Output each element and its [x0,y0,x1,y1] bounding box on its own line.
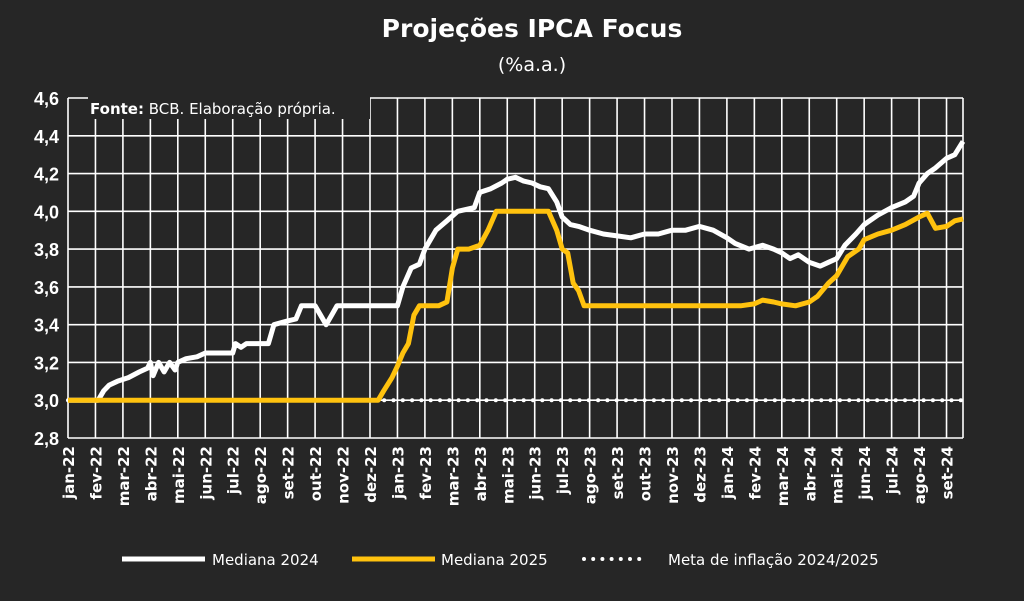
y-tick-label: 3,4 [34,316,59,336]
y-tick-label: 4,2 [34,165,59,185]
source-note: Fonte: BCB. Elaboração própria. [88,97,370,119]
x-tick-label: set-24 [939,446,957,499]
y-tick-label: 3,0 [34,391,59,411]
x-tick-label: abr-22 [142,446,160,501]
x-tick-label: fev-24 [746,446,764,500]
x-tick-label: out-23 [637,446,655,501]
source-note-text: Fonte: BCB. Elaboração própria. [90,100,336,118]
x-tick-label: out-22 [307,446,325,501]
x-tick-label: mai-23 [499,446,517,504]
x-tick-label: jan-24 [719,446,737,500]
y-axis-ticks: 2,8 3,0 3,2 3,4 3,6 3,8 4,0 4,2 4,4 4,6 [34,89,59,449]
y-tick-label: 2,8 [34,429,59,449]
series-layer [66,140,966,403]
x-tick-label: set-22 [280,446,298,499]
x-tick-label: mai-24 [829,446,847,504]
x-tick-label: dez-22 [362,446,380,503]
x-tick-label: jan-22 [60,446,78,500]
x-tick-label: ago-23 [582,446,600,504]
source-text: BCB. Elaboração própria. [144,100,336,118]
x-tick-label: mar-24 [774,446,792,506]
x-tick-label: jul-23 [554,446,572,495]
x-tick-label: ago-24 [911,446,929,504]
legend: Mediana 2024 Mediana 2025 Meta de inflação… [122,551,879,569]
x-tick-label: abr-23 [472,446,490,501]
y-tick-label: 3,8 [34,240,59,260]
chart-subtitle: (%a.a.) [498,54,566,76]
series-line-mediana-2025 [68,208,964,403]
grid-lines [67,97,964,439]
y-tick-label: 4,0 [34,202,59,222]
source-label: Fonte: [90,100,144,118]
x-tick-label: nov-22 [335,446,353,504]
legend-label-meta-de-infla-o-2024-2025: Meta de inflação 2024/2025 [668,551,879,569]
x-tick-label: jun-22 [197,446,215,501]
y-tick-label: 3,6 [34,278,59,298]
x-tick-label: mar-22 [115,446,133,506]
x-tick-label: mai-22 [170,446,188,504]
legend-label-mediana-2024: Mediana 2024 [212,551,319,569]
x-tick-label: jun-24 [856,446,874,501]
x-tick-label: dez-23 [691,446,709,503]
y-tick-label: 3,2 [34,353,59,373]
y-tick-label: 4,6 [34,89,59,109]
legend-label-mediana-2025: Mediana 2025 [441,551,548,569]
x-tick-label: jun-23 [527,446,545,501]
y-tick-label: 4,4 [34,127,59,147]
x-tick-label: ago-22 [252,446,270,504]
x-tick-label: jul-24 [884,446,902,495]
x-tick-label: mar-23 [444,446,462,506]
x-tick-label: abr-24 [801,446,819,501]
chart-title: Projeções IPCA Focus [382,14,683,43]
source-note-background [88,97,370,119]
x-tick-label: nov-23 [664,446,682,504]
x-tick-label: fev-22 [87,446,105,500]
series-line-mediana-2024 [68,140,966,403]
x-tick-label: jan-23 [389,446,407,500]
x-axis-ticks: jan-22 fev-22 mar-22 abr-22 mai-22 jun-22 jul-… [60,446,957,506]
x-tick-label: jul-22 [225,446,243,495]
x-tick-label: set-23 [609,446,627,499]
x-tick-label: fev-23 [417,446,435,500]
